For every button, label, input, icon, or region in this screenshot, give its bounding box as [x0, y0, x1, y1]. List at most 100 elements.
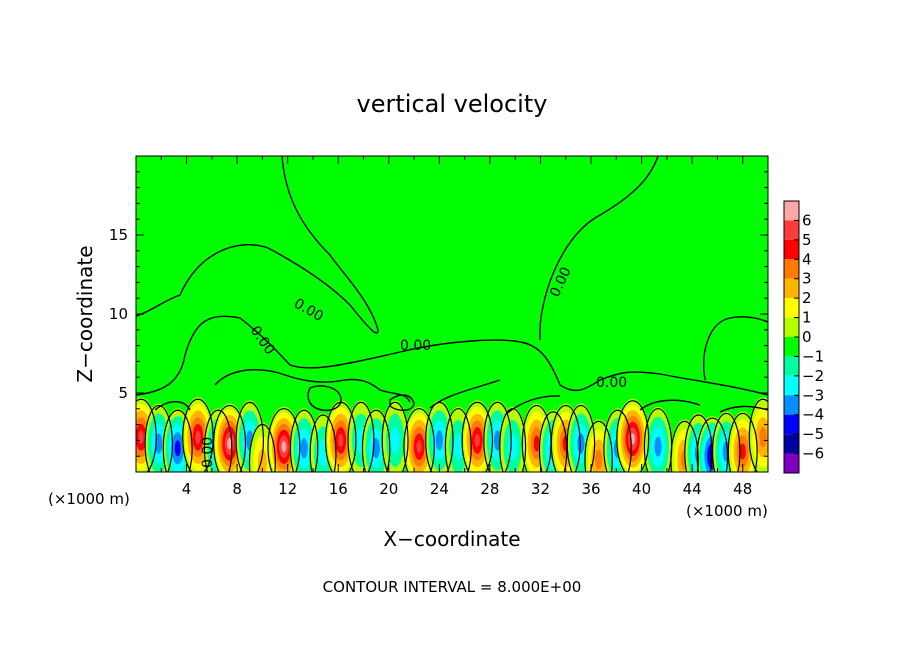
colorbar-swatch [784, 453, 799, 473]
y-axis-ticks: 5 10 15 [109, 171, 768, 457]
contour-line [504, 395, 561, 416]
cell-contour [381, 401, 409, 472]
cell-contour [212, 404, 247, 472]
cell-contour [182, 398, 214, 472]
cell-contour [603, 409, 632, 472]
chart-title: vertical velocity [357, 90, 548, 118]
cell-contour [566, 404, 596, 472]
colorbar-swatch [784, 278, 799, 299]
cell-contour [203, 409, 233, 472]
colorbar-label: 2 [802, 289, 812, 307]
colorbar-label: −4 [802, 406, 824, 424]
cell-contour [289, 409, 319, 472]
colorbar-label: −5 [802, 425, 824, 443]
cell-contour [267, 408, 301, 472]
cell-contour [499, 408, 527, 472]
contour-interval-note: CONTOUR INTERVAL = 8.000E+00 [323, 578, 582, 596]
x-tick-label: 12 [278, 480, 297, 498]
colorbar-swatch [784, 239, 799, 260]
contour-label: 0.00 [596, 375, 627, 391]
downdraft-cell [381, 400, 409, 472]
near-surface-contours [136, 398, 768, 472]
colorbar-label: 6 [802, 211, 812, 229]
contour-line [639, 399, 701, 411]
cell-contour [748, 398, 768, 472]
x-axis-ticks: 4 8 12 16 20 24 28 32 36 40 44 48 [160, 156, 752, 498]
cell-contour [309, 414, 337, 472]
contour-line [389, 394, 415, 411]
x-tick-label: 8 [232, 480, 242, 498]
cell-contour [584, 420, 613, 472]
contour-line [703, 316, 768, 381]
downdraft-cell [643, 406, 673, 472]
colorbar-swatch [784, 414, 799, 435]
cell-contour [696, 417, 729, 472]
cell-contour [361, 409, 391, 472]
cell-contour [136, 398, 157, 472]
contour-label: 0.00 [400, 338, 431, 354]
cell-contour [550, 404, 581, 472]
colorbar-label: −1 [802, 347, 824, 365]
x-tick-label: 40 [632, 480, 651, 498]
contour-line [539, 156, 659, 341]
x-tick-label: 24 [430, 480, 449, 498]
x-axis-label: X−coordinate [383, 527, 520, 551]
contour-line [719, 405, 768, 413]
colorbar-label: 0 [802, 328, 812, 346]
cell-contour [425, 401, 454, 472]
contour-line [136, 156, 379, 334]
cell-contour [444, 408, 472, 472]
colorbar-swatch [784, 356, 799, 376]
cell-contour [403, 408, 435, 472]
colorbar-swatch [784, 395, 799, 415]
cell-contour [712, 412, 741, 472]
cell-contour [670, 420, 699, 472]
colorbar-label: −3 [802, 386, 824, 404]
cell-contour [235, 401, 265, 472]
colorbar: 6 54 32 10−1 −2−3 −4−5 −6 [783, 200, 824, 474]
x-tick-label: 16 [329, 480, 348, 498]
cell-contour [483, 401, 512, 472]
cell-contour [144, 404, 174, 472]
colorbar-swatch [784, 375, 799, 396]
updraft-cell [748, 397, 768, 472]
cell-contour [727, 412, 758, 472]
contour-lines [136, 156, 768, 416]
colorbar-swatch [784, 434, 799, 454]
colorbar-label: 4 [802, 250, 812, 268]
y-tick-label: 10 [109, 305, 128, 323]
colorbar-label: 1 [802, 309, 812, 327]
x-unit-left: (×1000 m) [48, 490, 130, 508]
x-tick-label: 36 [581, 480, 600, 498]
cell-contour [616, 400, 650, 472]
colorbar-swatch [784, 220, 799, 240]
colorbar-label: −2 [802, 367, 824, 385]
colorbar-swatch [784, 317, 799, 337]
x-tick-label: 44 [683, 480, 702, 498]
colorbar-swatch [784, 298, 799, 318]
contour-label: 0.00 [200, 437, 216, 468]
colorbar-label: 3 [802, 270, 812, 288]
cell-contour [162, 409, 193, 472]
colorbar-label: 5 [802, 231, 812, 249]
x-tick-label: 32 [531, 480, 550, 498]
contour-line [214, 369, 411, 403]
colorbar-swatch [784, 337, 799, 357]
y-axis-label: Z−coordinate [73, 245, 97, 382]
x-tick-label: 48 [733, 480, 752, 498]
x-tick-label: 4 [182, 480, 192, 498]
colorbar-swatch [784, 201, 799, 221]
cell-contour [324, 401, 357, 472]
x-tick-label: 28 [480, 480, 499, 498]
y-tick-label: 15 [109, 226, 128, 244]
x-tick-label: 20 [379, 480, 398, 498]
colorbar-label: −6 [802, 445, 824, 463]
contour-line [136, 315, 768, 396]
cell-contour [538, 411, 568, 472]
x-unit-right: (×1000 m) [686, 502, 768, 520]
cell-contour [248, 423, 276, 472]
colorbar-swatch [784, 259, 799, 279]
contour-line [307, 385, 342, 412]
cell-contour [461, 401, 494, 472]
